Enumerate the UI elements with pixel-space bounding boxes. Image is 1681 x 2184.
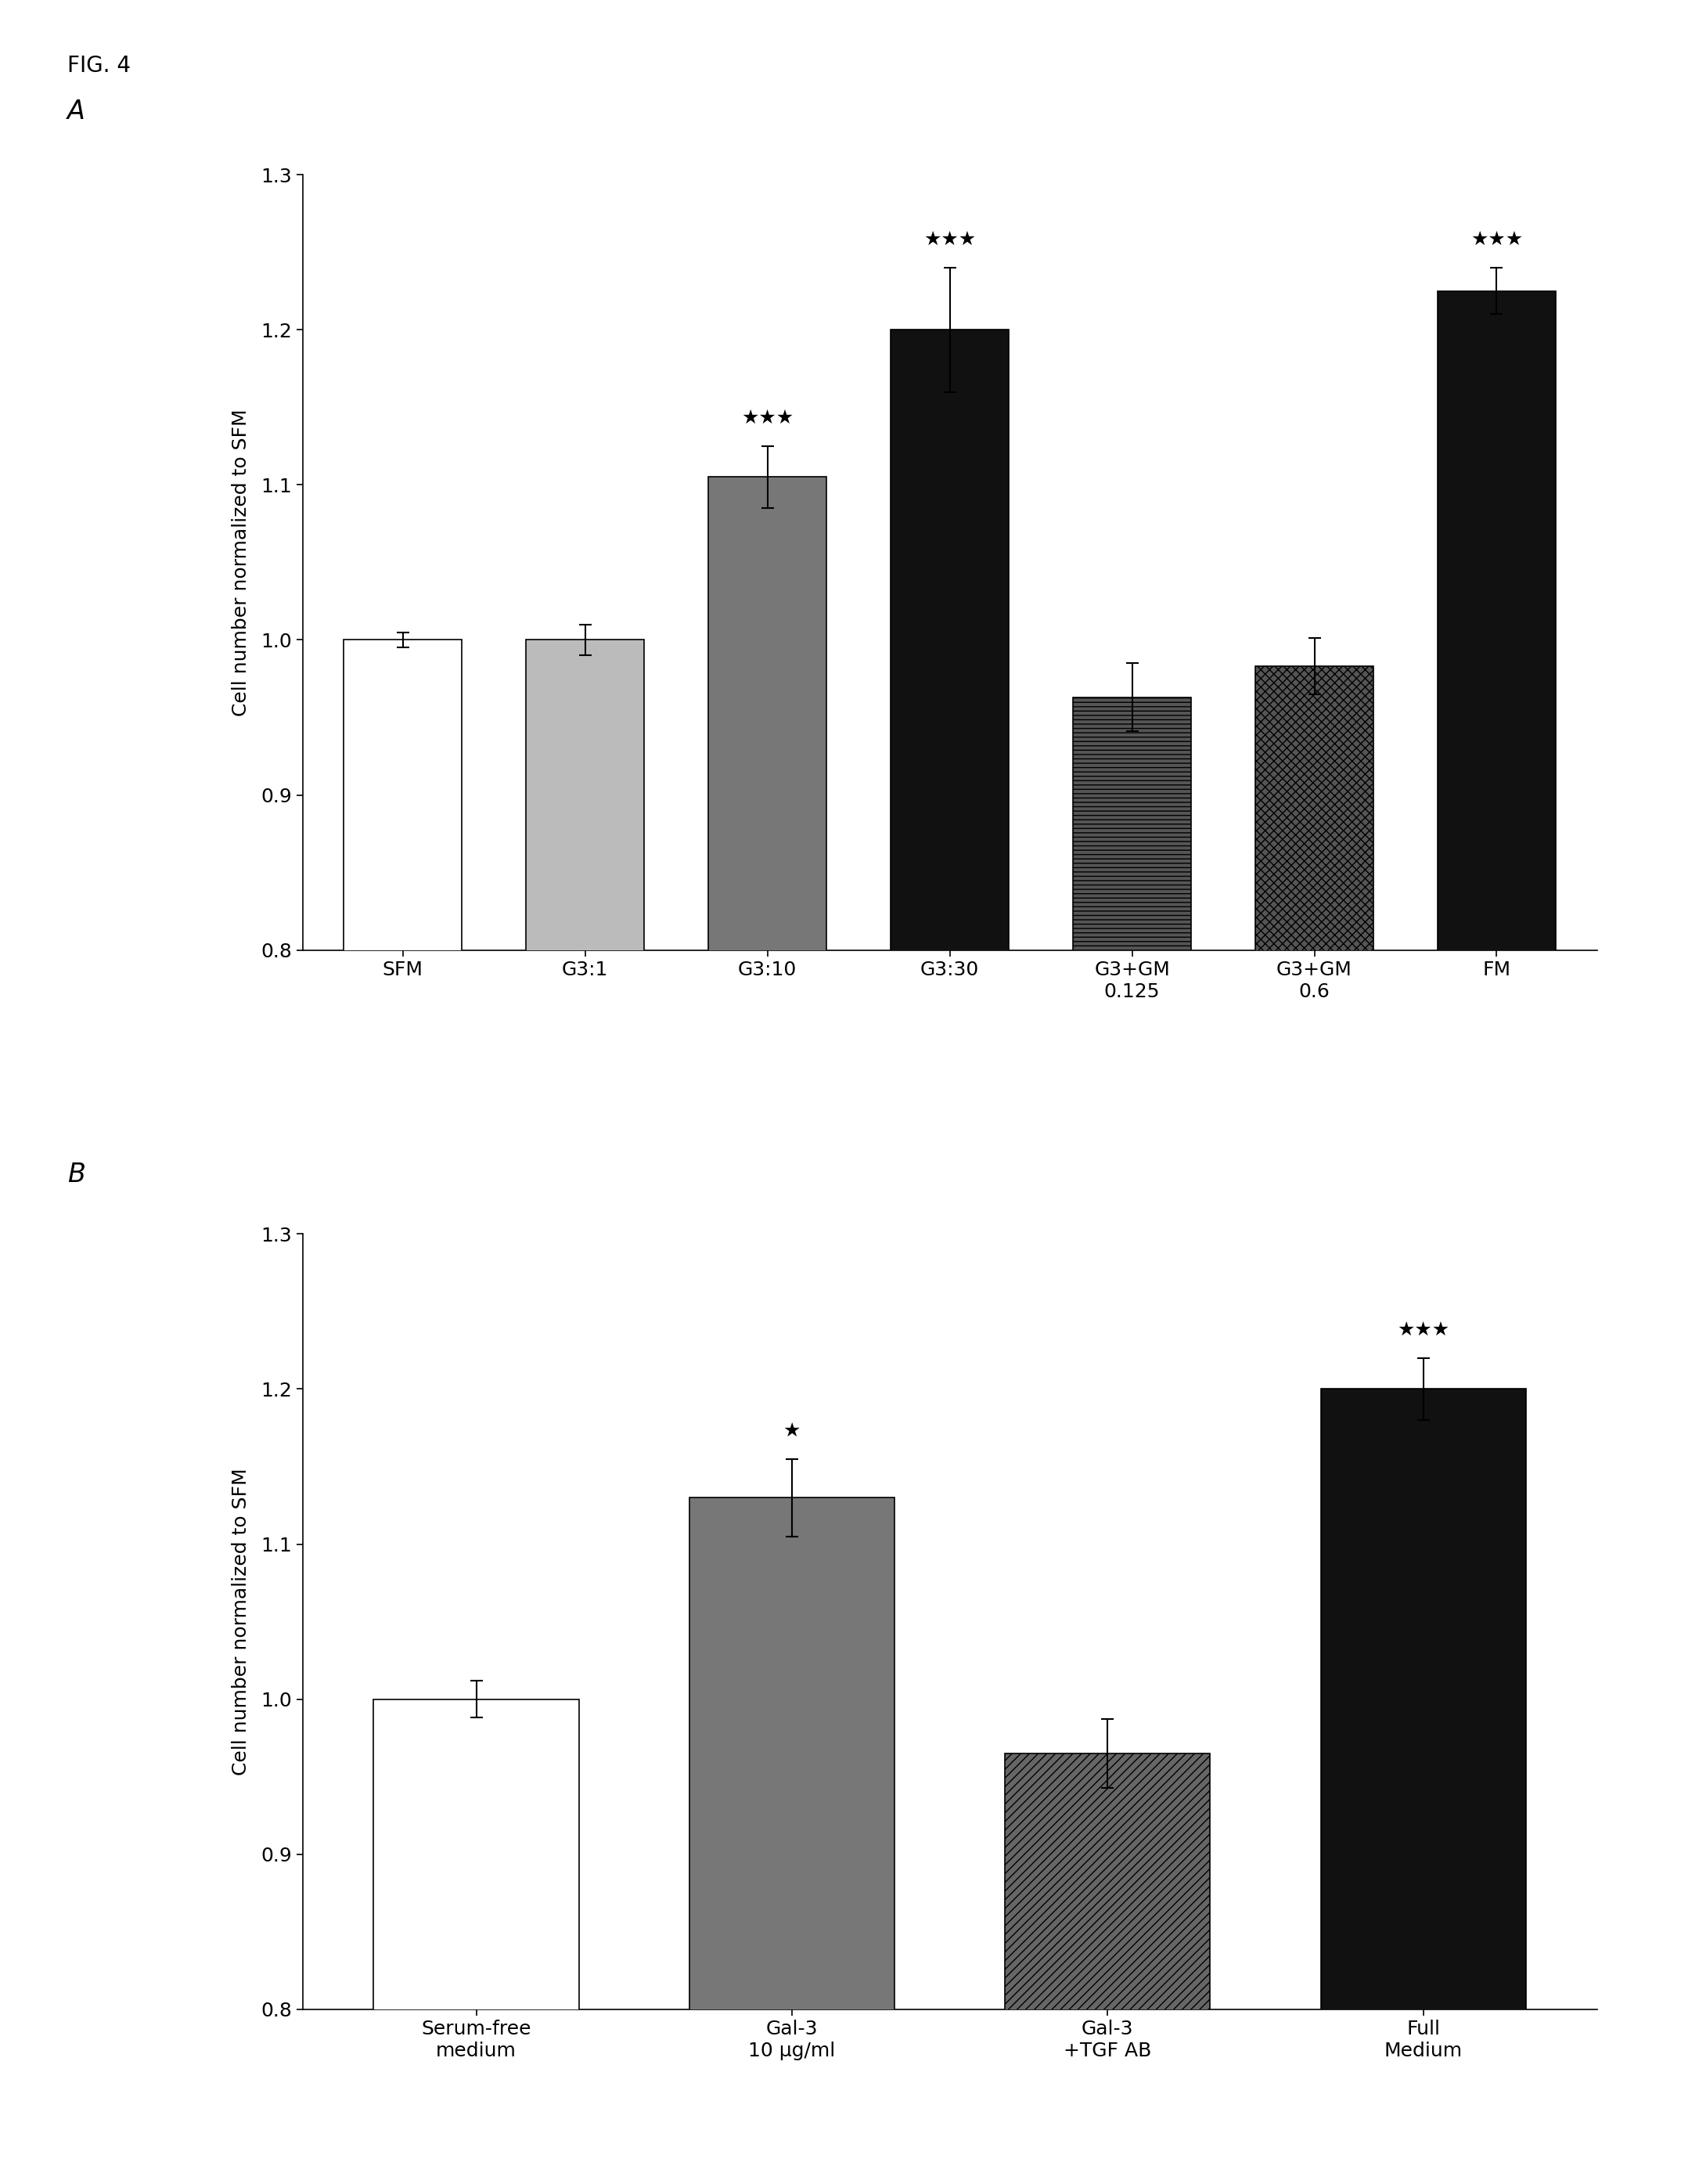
Y-axis label: Cell number normalized to SFM: Cell number normalized to SFM [232, 408, 250, 716]
Bar [1437, 290, 1557, 2184]
Bar [708, 476, 827, 2184]
Bar [373, 1699, 578, 2184]
Bar [1256, 666, 1373, 2184]
Text: FIG. 4: FIG. 4 [67, 55, 131, 76]
Text: B: B [67, 1162, 86, 1188]
Text: A: A [67, 98, 86, 124]
Bar [343, 640, 462, 2184]
Y-axis label: Cell number normalized to SFM: Cell number normalized to SFM [232, 1468, 250, 1776]
Text: ★: ★ [783, 1422, 800, 1439]
Bar [1321, 1389, 1526, 2184]
Bar [891, 330, 1009, 2184]
Bar [1072, 697, 1192, 2184]
Text: ★★★: ★★★ [923, 229, 977, 249]
Text: ★★★: ★★★ [1397, 1321, 1449, 1339]
Bar [689, 1498, 894, 2184]
Bar [1005, 1754, 1210, 2184]
Text: ★★★: ★★★ [1471, 229, 1523, 249]
Text: ★★★: ★★★ [741, 408, 793, 428]
Bar [526, 640, 644, 2184]
